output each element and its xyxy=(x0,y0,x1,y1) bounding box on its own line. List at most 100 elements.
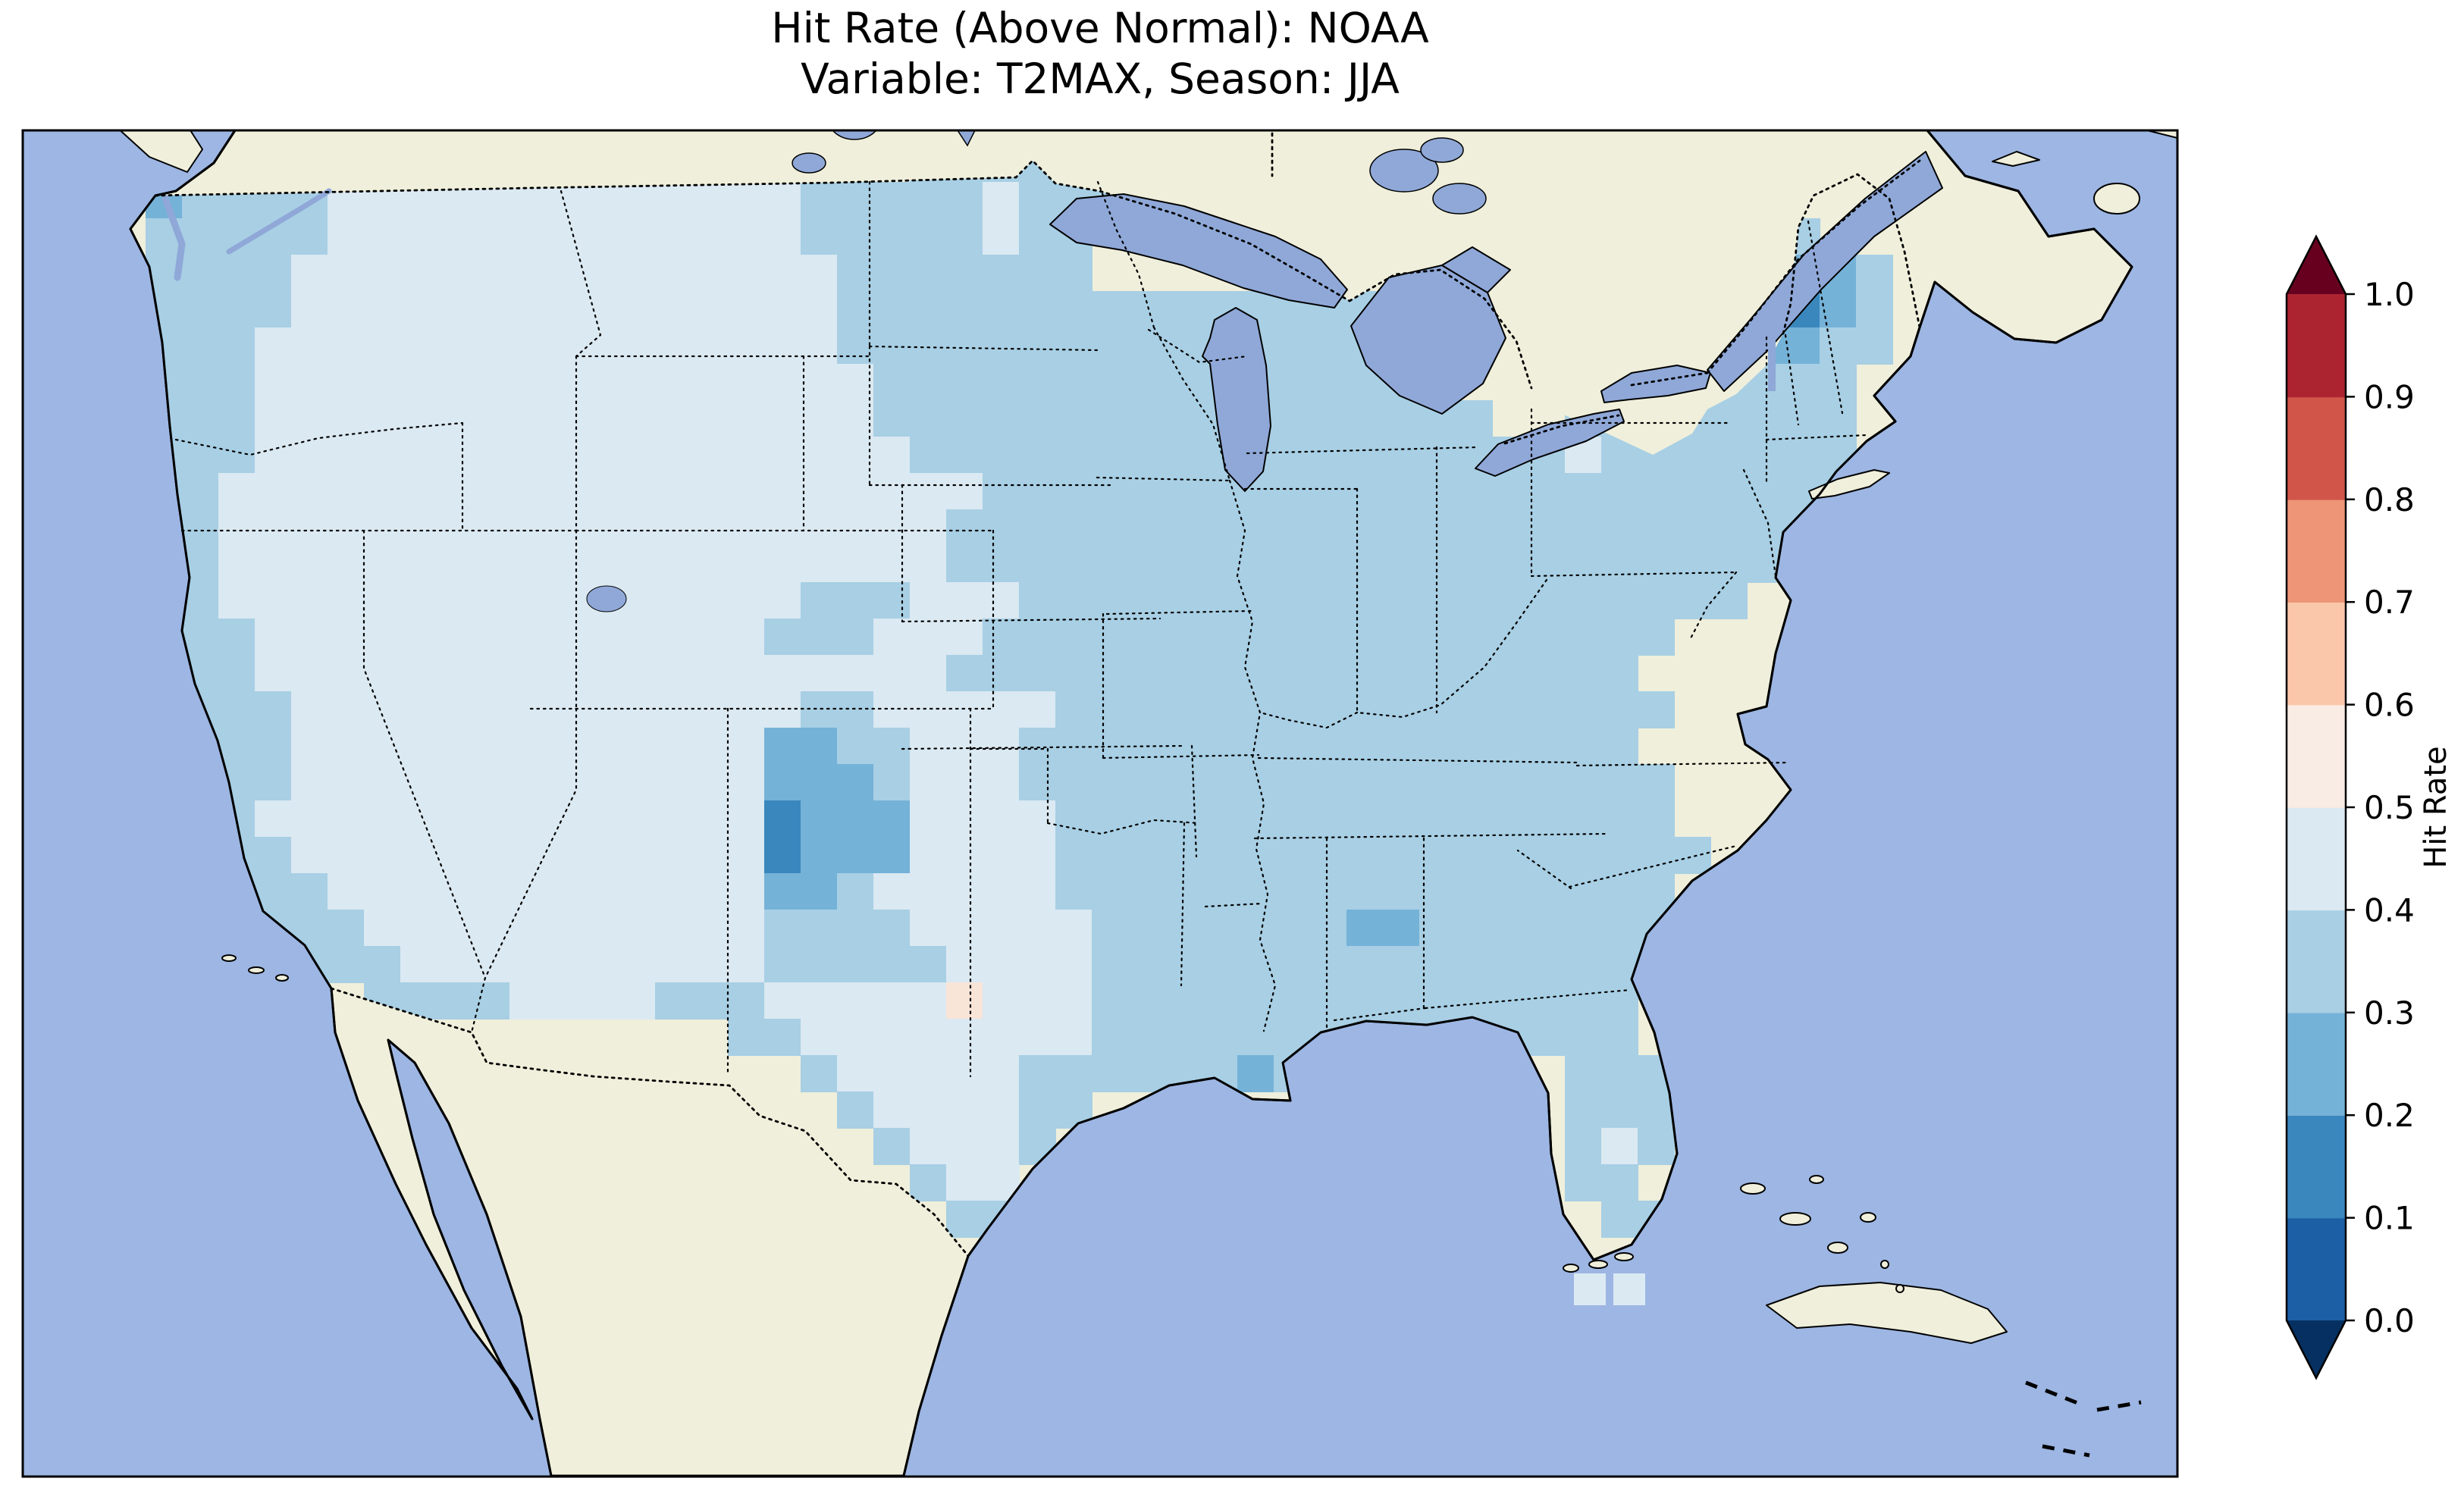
heat-cell xyxy=(255,837,292,874)
heat-cell xyxy=(837,218,874,255)
heat-cell xyxy=(837,1019,874,1056)
heat-cell xyxy=(1492,764,1529,801)
heat-cell xyxy=(328,218,365,255)
heat-cell xyxy=(910,1092,947,1129)
heat-cell xyxy=(1492,691,1529,728)
heat-cell xyxy=(400,291,437,328)
heat-cell xyxy=(473,873,510,910)
heat-cell xyxy=(801,982,838,1019)
heat-cell xyxy=(1492,473,1529,510)
heat-cell xyxy=(1419,910,1456,947)
heat-cell xyxy=(1456,946,1493,983)
heat-cell xyxy=(1346,873,1384,910)
heat-cell xyxy=(1674,582,1711,619)
heat-cell xyxy=(1128,619,1165,656)
heat-cell xyxy=(655,218,692,255)
heat-cell xyxy=(400,582,437,619)
figure-title-line1: Hit Rate (Above Normal): NOAA xyxy=(771,4,1429,52)
heat-cell xyxy=(1383,764,1420,801)
heat-cell xyxy=(1310,764,1347,801)
heat-cell xyxy=(1019,400,1056,437)
heat-cell xyxy=(1419,655,1456,692)
heat-cell xyxy=(691,910,729,947)
heat-cell xyxy=(1165,728,1202,765)
heat-cell xyxy=(691,255,729,292)
heat-cell xyxy=(655,546,692,583)
heat-cell xyxy=(218,691,255,728)
heat-cell xyxy=(1820,400,1857,437)
heat-cell xyxy=(1783,400,1820,437)
heat-cell xyxy=(910,327,947,365)
bahamas-island xyxy=(1860,1212,1876,1223)
heat-cell xyxy=(837,400,874,437)
heat-cell xyxy=(655,182,692,219)
heat-cell xyxy=(946,691,983,728)
heat-cell xyxy=(619,291,656,328)
heat-cell xyxy=(1456,509,1493,547)
heat-cell xyxy=(546,546,583,583)
heat-cell xyxy=(546,582,583,619)
heat-cell xyxy=(182,473,219,510)
heat-cell xyxy=(1019,837,1056,874)
heat-cell xyxy=(364,327,401,365)
heat-cell xyxy=(1856,327,1893,365)
heat-cell xyxy=(1310,437,1347,474)
heat-cell xyxy=(1820,364,1857,401)
heat-cell xyxy=(218,582,255,619)
heat-cell xyxy=(764,582,801,619)
heat-cell xyxy=(400,764,437,801)
heat-cell xyxy=(546,910,583,947)
heat-cell xyxy=(946,509,983,547)
heat-cell xyxy=(801,400,838,437)
heat-cell xyxy=(1055,764,1092,801)
heat-cell xyxy=(1165,655,1202,692)
heat-cell xyxy=(1237,764,1274,801)
hit-rate-extra-cells xyxy=(1574,1273,1645,1305)
heat-cell xyxy=(1601,873,1638,910)
heat-cell xyxy=(328,873,365,910)
heat-cell xyxy=(182,327,219,365)
channel-island xyxy=(248,966,265,974)
heat-cell xyxy=(1055,582,1092,619)
heat-cell xyxy=(764,946,801,983)
heat-cell xyxy=(218,291,255,328)
figure-title: Hit Rate (Above Normal): NOAA Variable: … xyxy=(23,3,2177,105)
heat-cell xyxy=(728,619,765,656)
heat-cell xyxy=(1565,1164,1602,1201)
heat-cell xyxy=(1528,655,1566,692)
heat-cell xyxy=(328,619,365,656)
heat-cell xyxy=(1274,691,1311,728)
heat-cell xyxy=(1019,291,1056,328)
heat-cell xyxy=(1419,946,1456,983)
heat-cell xyxy=(1346,982,1384,1019)
heat-cell xyxy=(364,218,401,255)
lake-erie xyxy=(1475,409,1625,477)
heat-cell xyxy=(1092,437,1129,474)
heat-cell xyxy=(582,473,619,510)
heat-cell xyxy=(728,364,765,401)
heat-cell xyxy=(728,218,765,255)
heat-cell xyxy=(983,1055,1020,1092)
heat-cell xyxy=(910,437,947,474)
heat-cell xyxy=(764,291,801,328)
heat-cell xyxy=(801,728,838,765)
heat-cell xyxy=(1092,619,1129,656)
heat-cell xyxy=(255,582,292,619)
heat-cell xyxy=(691,546,729,583)
heat-cell xyxy=(1565,619,1602,656)
heat-cell xyxy=(873,182,911,219)
heat-cell xyxy=(1419,546,1456,583)
heat-cell xyxy=(509,364,547,401)
heat-cell xyxy=(801,837,838,874)
heat-cell xyxy=(473,509,510,547)
heat-cell-ocean xyxy=(1574,1273,1606,1305)
heat-cell xyxy=(1346,546,1384,583)
heat-cell xyxy=(473,400,510,437)
heat-cell xyxy=(1601,1201,1638,1238)
heat-cell xyxy=(582,400,619,437)
heat-cell xyxy=(619,546,656,583)
heat-cell xyxy=(1383,946,1420,983)
heat-cell xyxy=(509,582,547,619)
heat-cell xyxy=(1128,1019,1165,1056)
